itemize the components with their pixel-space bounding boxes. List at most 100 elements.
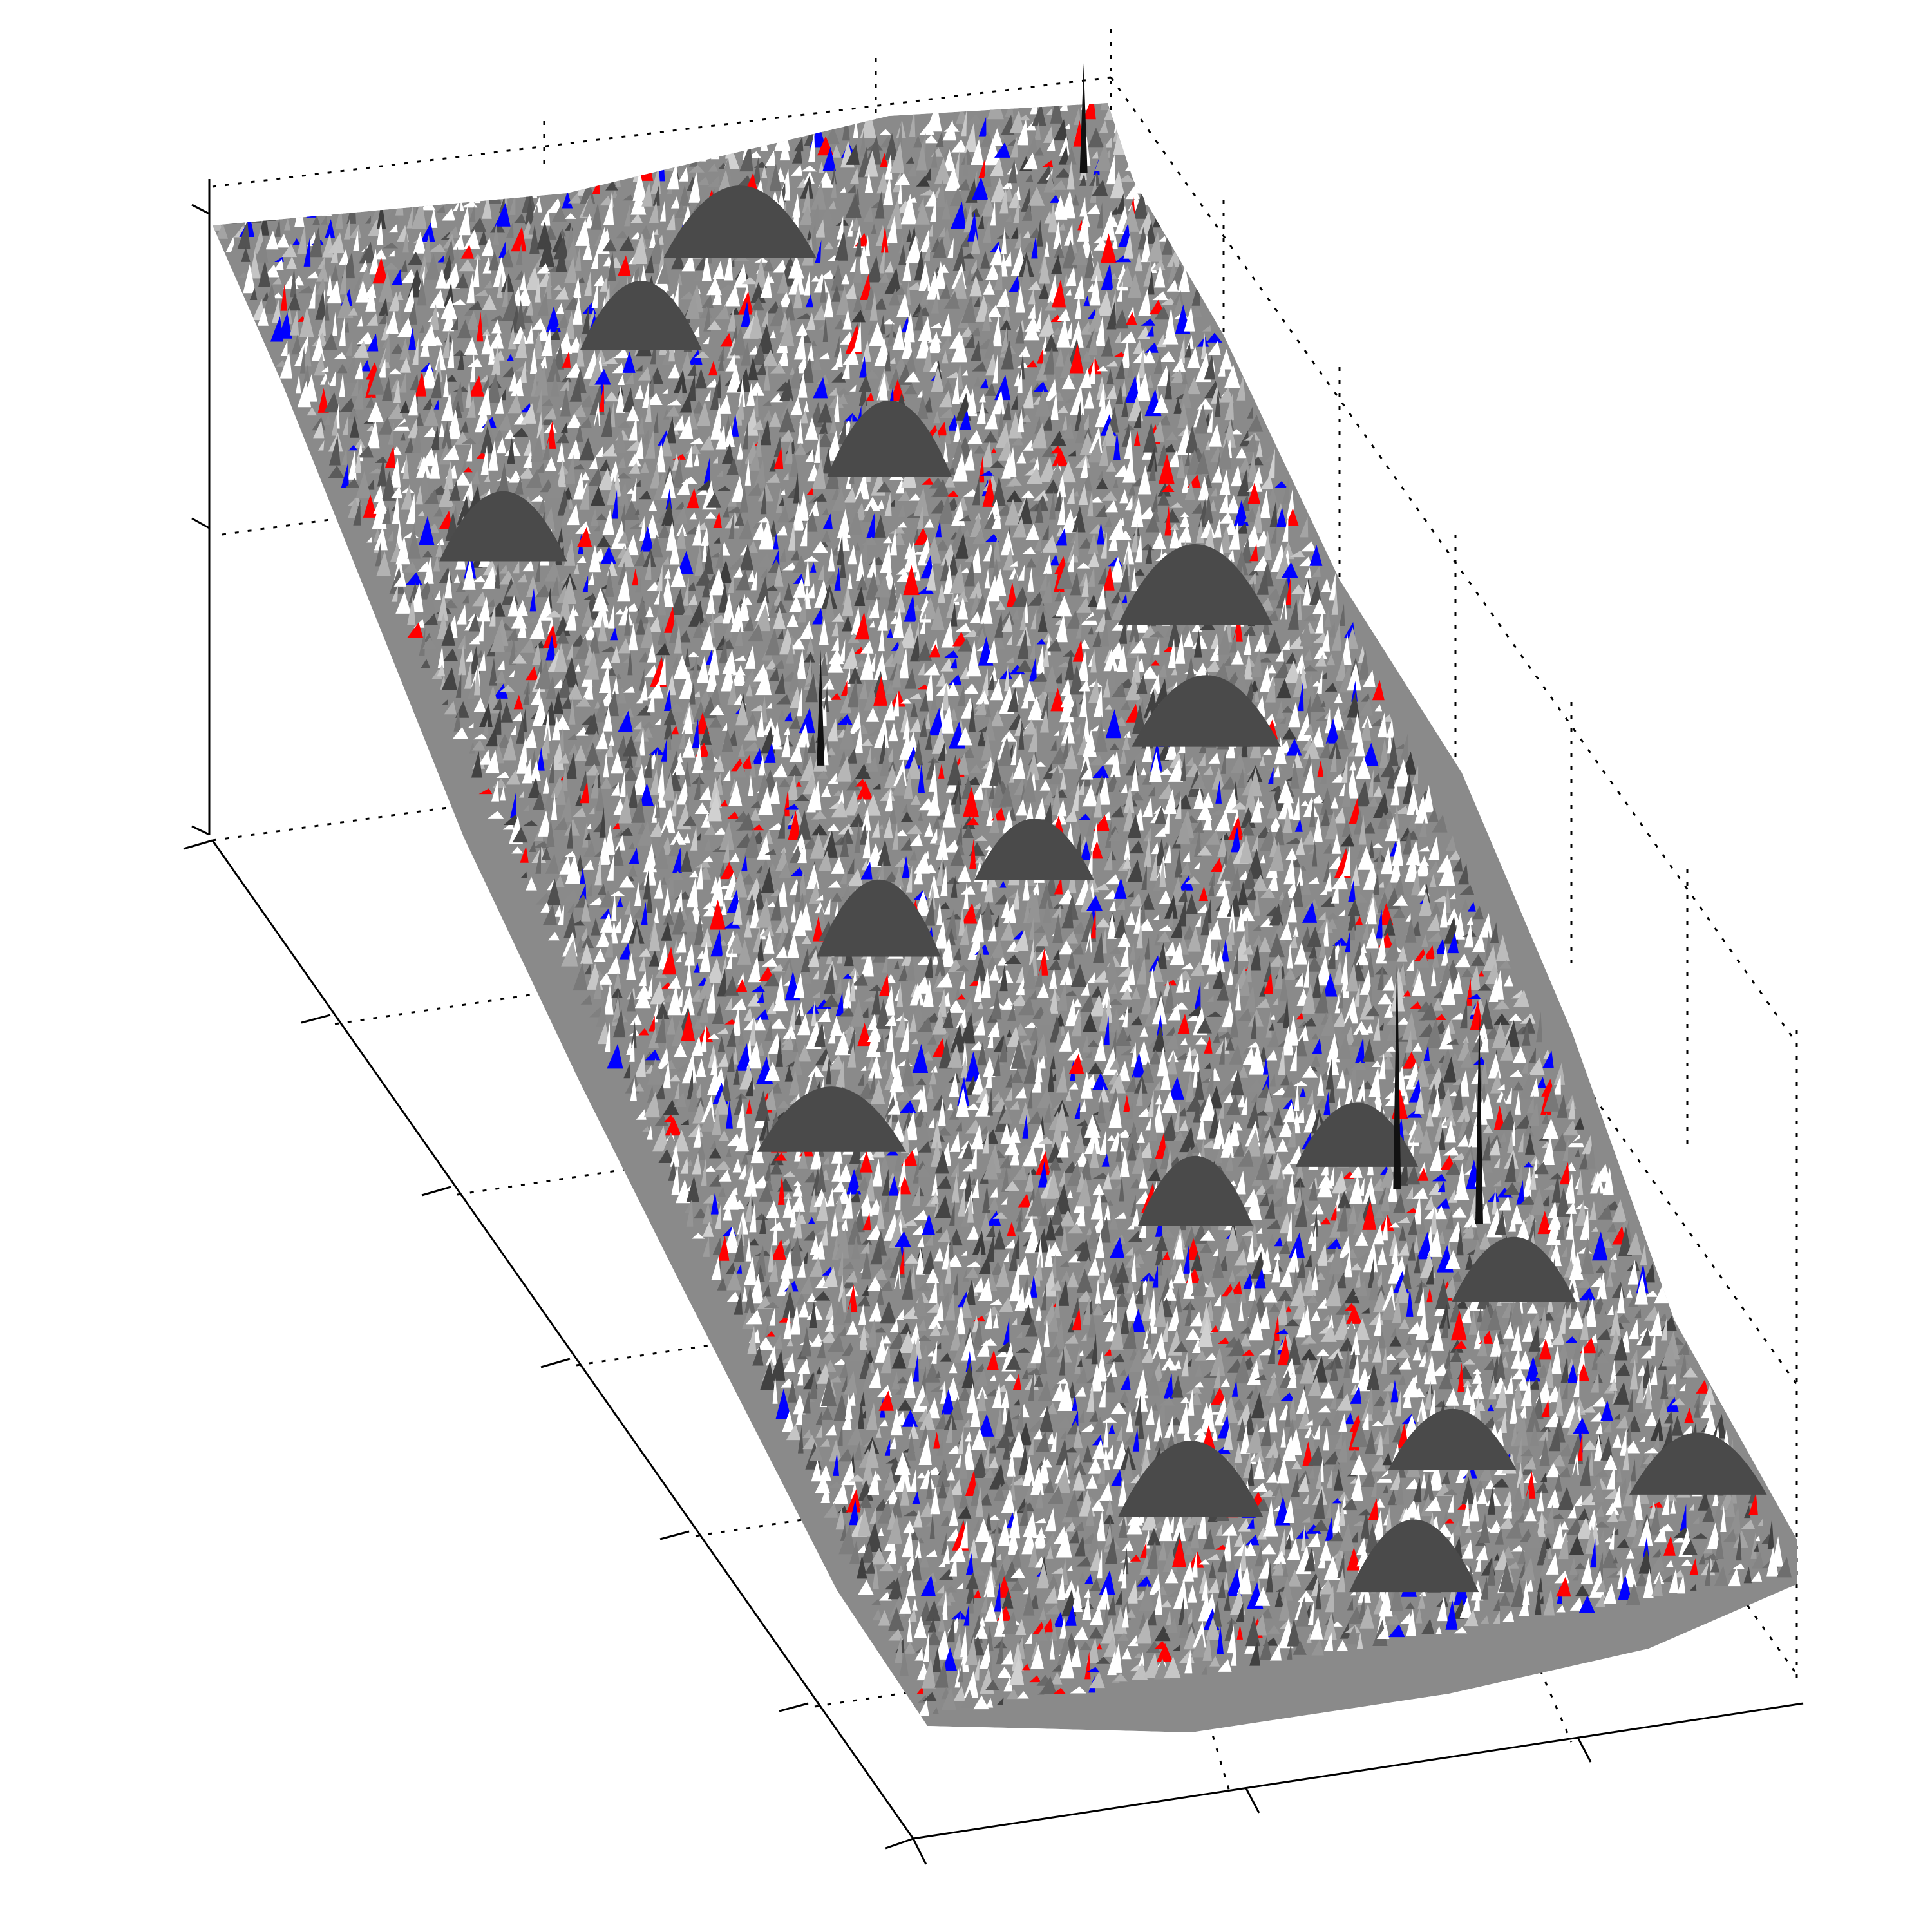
surface-facet: [442, 175, 450, 201]
surface-facet: [528, 171, 537, 198]
surface-facet: [363, 494, 377, 518]
surface-facet: [564, 605, 577, 631]
surface-facet: [763, 363, 770, 391]
surface-facet: [603, 706, 613, 732]
surface-facet: [1037, 348, 1044, 364]
surface-facet: [905, 279, 911, 305]
surface-facet: [929, 322, 942, 328]
surface-facet: [488, 178, 502, 204]
surface-facet: [952, 244, 966, 271]
surface-facet: [428, 243, 446, 252]
surface-facet: [616, 687, 627, 704]
surface-facet: [303, 236, 311, 267]
surface-facet: [1023, 152, 1038, 170]
surface-facet: [1147, 652, 1155, 672]
surface-facet: [656, 564, 663, 592]
surface-facet: [569, 697, 576, 724]
surface-facet: [643, 549, 656, 567]
surface-facet: [383, 332, 390, 363]
surface-facet: [1022, 719, 1037, 735]
surface-facet: [760, 568, 768, 578]
surface-facet: [1001, 225, 1007, 254]
surface-facet: [737, 393, 744, 420]
surface-facet: [292, 275, 305, 286]
surface-facet: [969, 580, 983, 599]
surface-facet: [1217, 361, 1226, 377]
surface-facet: [672, 140, 683, 166]
surface-facet: [1358, 649, 1370, 680]
surface-facet: [819, 323, 826, 330]
surface-facet: [1053, 221, 1062, 249]
surface-facet: [328, 432, 343, 452]
surface-facet: [1303, 613, 1318, 621]
surface-facet: [1011, 437, 1024, 446]
surface-facet: [556, 314, 569, 328]
surface-facet: [595, 446, 604, 457]
surface-facet: [610, 191, 624, 217]
surface-facet: [884, 153, 893, 180]
surface-facet: [1219, 511, 1233, 524]
surface-facet: [733, 255, 750, 261]
surface-facet: [639, 680, 648, 701]
surface-facet: [1095, 612, 1106, 632]
surface-facet: [735, 569, 750, 591]
surface-facet: [738, 291, 753, 315]
surface-facet: [931, 499, 947, 514]
surface-facet: [1315, 609, 1324, 634]
surface-facet: [682, 737, 696, 758]
surface-facet: [786, 639, 794, 664]
surface-facet: [1202, 526, 1215, 552]
surface-facet: [392, 493, 400, 524]
surface-facet: [469, 635, 480, 645]
surface-facet: [976, 399, 986, 424]
surface-facet: [435, 541, 443, 557]
surface-facet: [1023, 322, 1040, 341]
surface-facet: [1030, 103, 1037, 115]
surface-facet: [679, 415, 694, 440]
surface-facet: [687, 488, 699, 509]
surface-facet: [417, 510, 425, 516]
surface-facet: [657, 626, 668, 645]
surface-facet: [1042, 643, 1050, 667]
surface-facet: [1247, 415, 1264, 432]
surface-facet: [554, 786, 566, 805]
surface-facet: [1119, 563, 1130, 592]
surface-facet: [599, 278, 608, 292]
surface-facet: [974, 445, 986, 454]
surface-facet: [1088, 677, 1100, 703]
surface-facet: [934, 178, 945, 207]
surface-facet: [710, 381, 719, 410]
surface-facet: [962, 683, 979, 694]
surface-facet: [471, 739, 486, 751]
surface-facet: [1091, 179, 1108, 196]
surface-facet: [725, 354, 736, 372]
surface-facet: [1127, 272, 1142, 298]
surface-facet: [1169, 527, 1180, 549]
surface-facet: [607, 251, 616, 281]
surface-facet: [562, 166, 574, 191]
surface-facet: [848, 667, 862, 684]
surface-facet: [416, 455, 431, 478]
surface-facet: [839, 551, 846, 579]
surface-facet: [624, 204, 630, 227]
surface-facet: [552, 716, 561, 741]
surface-facet: [943, 650, 959, 658]
surface-facet: [855, 231, 862, 257]
surface-facet: [808, 500, 819, 516]
surface-facet: [836, 287, 850, 316]
surface-facet: [802, 185, 811, 214]
surface-facet: [739, 544, 754, 571]
surface-facet: [750, 705, 765, 712]
surface-facet: [724, 616, 732, 638]
surface-facet: [889, 529, 897, 556]
surface-facet: [992, 536, 1001, 562]
surface-facet: [752, 343, 766, 365]
surface-facet: [466, 397, 476, 418]
surface-facet: [393, 573, 406, 587]
surface-facet: [779, 548, 786, 562]
surface-facet: [535, 660, 552, 690]
surface-facet: [708, 361, 718, 376]
surface-facet: [634, 508, 640, 515]
surface-facet: [737, 594, 750, 621]
surface-facet: [542, 727, 550, 754]
